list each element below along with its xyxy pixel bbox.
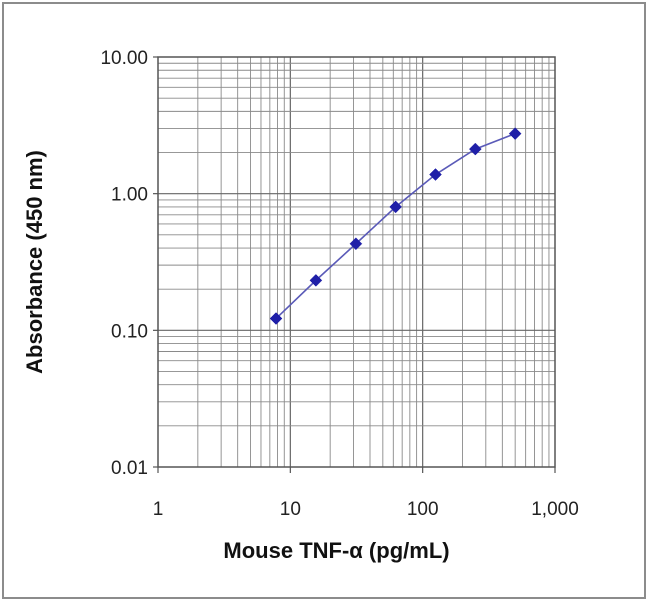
x-axis-title: Mouse TNF-α (pg/mL): [223, 538, 449, 563]
data-point: [389, 200, 403, 214]
data-point: [508, 127, 522, 140]
grid-lines: [158, 57, 555, 467]
data-point: [468, 142, 482, 156]
x-tick-label: 100: [407, 499, 439, 520]
y-tick-label: 10.00: [100, 48, 148, 69]
y-tick-label: 0.10: [111, 321, 148, 342]
data-point: [309, 274, 323, 287]
data-point: [349, 237, 363, 251]
data-points: [269, 127, 522, 325]
x-tick-label: 1: [153, 499, 164, 520]
x-tick-label: 1,000: [531, 499, 579, 520]
x-tick-label: 10: [280, 499, 301, 520]
x-tick-labels: 1 10 100 1,000: [153, 467, 579, 520]
data-point: [429, 168, 442, 181]
y-tick-labels: 0.01 0.10 1.00 10.00: [100, 48, 158, 479]
y-axis-title: Absorbance (450 nm): [22, 150, 47, 374]
y-tick-label: 1.00: [111, 185, 148, 206]
y-tick-label: 0.01: [111, 458, 148, 479]
data-point: [269, 312, 283, 325]
series-line: [275, 132, 516, 320]
plot-area-border: [157, 56, 556, 468]
